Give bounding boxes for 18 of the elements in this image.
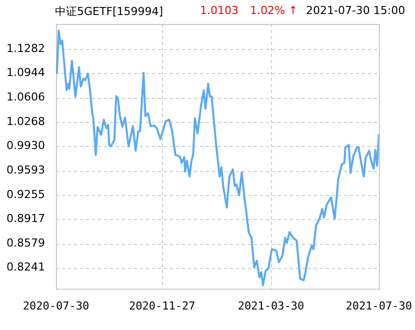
y-tick-label: 0.8917 (6, 212, 45, 226)
text: 2021-07-30 15:00 (306, 4, 406, 17)
y-tick-label: 0.8579 (6, 236, 45, 250)
y-tick-label: 0.9593 (6, 163, 45, 176)
y-tick-label: 1.0268 (6, 114, 45, 128)
y-tick-label: 1.0944 (6, 66, 45, 80)
y-tick-label: 1.1282 (6, 42, 45, 55)
text: 1.0103 (200, 4, 238, 17)
text: 1.02% ↑ (250, 4, 298, 17)
y-tick-label: 0.9255 (6, 188, 45, 201)
y-tick-label: 1.0606 (6, 90, 45, 104)
x-tick-label: 2020-07-30 (22, 299, 90, 312)
y-tick-label: 0.8241 (6, 260, 45, 274)
x-tick-label: 2021-03-30 (238, 299, 304, 312)
x-tick-label: 2021-07-30 (346, 299, 412, 312)
chart-title: 中证5GETF[159994] (55, 4, 164, 19)
x-tick-label: 2020-11-27 (129, 299, 196, 312)
y-tick-label: 0.9930 (6, 139, 45, 152)
